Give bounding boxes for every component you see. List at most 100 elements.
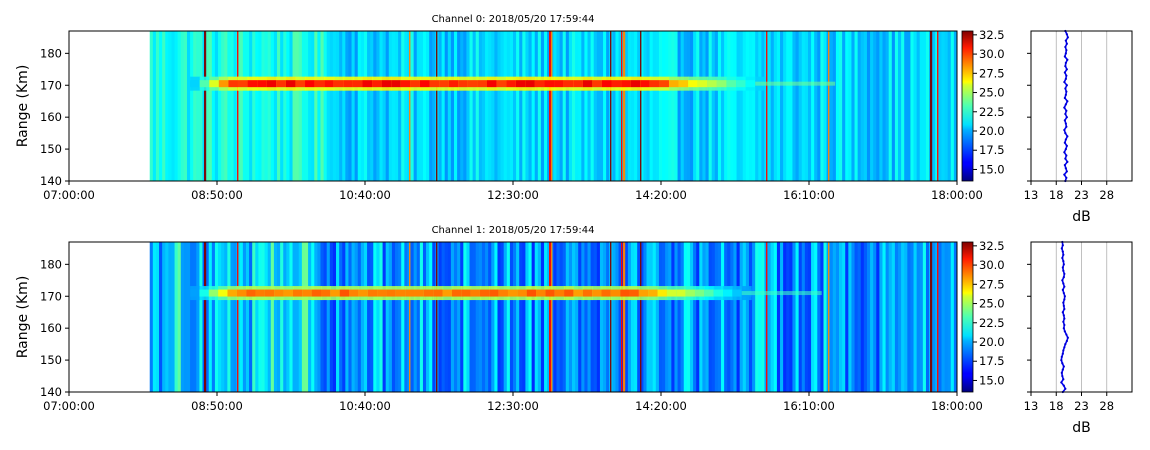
heatmap-column: [811, 31, 815, 181]
heatmap-column: [770, 242, 775, 392]
echo-band-core: [525, 80, 536, 88]
heatmap-column: [773, 31, 778, 181]
heatmap-column: [224, 31, 228, 181]
heatmap-column: [478, 242, 483, 392]
colorbar-tick-label: 17.5: [979, 354, 1005, 368]
heatmap-column: [221, 242, 225, 392]
heatmap-column: [519, 31, 523, 181]
heatmap-column: [584, 31, 589, 181]
heatmap-column: [211, 242, 216, 392]
echo-band-core: [544, 80, 555, 88]
heatmap-column: [336, 31, 340, 181]
heatmap-column: [717, 242, 722, 392]
y-axis-label: Range (Km): [15, 276, 31, 359]
heatmap-column: [373, 242, 377, 392]
profile-point: [1065, 90, 1068, 93]
interference-line: [937, 31, 939, 181]
heatmap-column: [242, 31, 247, 181]
heatmap-column: [149, 242, 154, 392]
interference-line: [237, 31, 239, 181]
heatmap-column: [904, 242, 908, 392]
heatmap-column: [345, 31, 349, 181]
heatmap-column: [882, 242, 887, 392]
heatmap-column: [857, 31, 862, 181]
interference-line: [436, 242, 438, 392]
heatmap-column: [606, 242, 610, 392]
echo-band-core: [218, 80, 230, 88]
heatmap-column: [401, 242, 405, 392]
heatmap-column: [596, 31, 601, 181]
echo-band-core: [362, 80, 373, 88]
heatmap-column: [391, 242, 396, 392]
interference-line: [610, 242, 612, 392]
profile-x-tick-label: 18: [1049, 188, 1064, 202]
heatmap-column: [177, 31, 182, 181]
interference-line: [621, 242, 623, 392]
interference-line: [937, 242, 939, 392]
echo-band-core: [343, 80, 354, 88]
heatmap-column: [593, 242, 598, 392]
heatmap-column: [901, 31, 905, 181]
heatmap-column: [814, 31, 818, 181]
heatmap-column: [326, 31, 331, 181]
profile-point: [1062, 314, 1065, 317]
heatmap-column: [345, 242, 349, 392]
heatmap-column: [938, 242, 942, 392]
profile-point: [1063, 163, 1066, 167]
heatmap-column: [354, 31, 359, 181]
heatmap-column: [789, 31, 793, 181]
heatmap-column: [426, 31, 430, 181]
heatmap-column: [807, 31, 812, 181]
heatmap-column: [283, 31, 287, 181]
heatmap-column: [894, 242, 899, 392]
heatmap-column: [534, 31, 539, 181]
heatmap-column: [637, 31, 641, 181]
profile-point: [1063, 307, 1066, 311]
heatmap-column: [329, 242, 334, 392]
heatmap-column: [925, 242, 930, 392]
heatmap-column: [798, 242, 803, 392]
heatmap-column: [289, 242, 294, 392]
heatmap-column: [677, 242, 682, 392]
heatmap-column: [879, 242, 883, 392]
heatmap-column: [817, 242, 821, 392]
profile-point: [1064, 167, 1067, 170]
echo-band-core: [564, 289, 575, 297]
echo-band-core: [726, 80, 737, 88]
heatmap-column: [444, 242, 449, 392]
heatmap-column: [627, 31, 632, 181]
echo-band-core: [199, 289, 210, 297]
colorbar: [961, 30, 974, 182]
heatmap-column: [804, 31, 809, 181]
heatmap-column: [298, 242, 303, 392]
echo-band-core: [292, 289, 303, 297]
profile-point: [1066, 135, 1069, 138]
echo-band-core: [745, 80, 756, 88]
heatmap-column: [842, 31, 846, 181]
heatmap-column: [652, 31, 657, 181]
heatmap-column: [916, 242, 921, 392]
heatmap-column: [835, 242, 840, 392]
echo-band-core: [694, 289, 705, 297]
heatmap-column: [264, 31, 269, 181]
heatmap-column: [382, 31, 387, 181]
heatmap-column: [646, 31, 651, 181]
panel-title: Channel 1: 2018/05/20 17:59:44: [432, 225, 595, 236]
colorbar-tick-label: 20.0: [979, 124, 1005, 138]
heatmap-column: [485, 31, 489, 181]
echo-band-core: [405, 289, 416, 297]
echo-band-core: [208, 289, 219, 297]
heatmap-column: [761, 31, 765, 181]
heatmap-column: [724, 31, 728, 181]
heatmap-column: [547, 242, 551, 392]
heatmap-column: [292, 242, 297, 392]
heatmap-column: [925, 31, 930, 181]
heatmap-column: [916, 31, 921, 181]
heatmap-column: [941, 31, 946, 181]
echo-band-core: [410, 80, 421, 88]
heatmap-column: [298, 31, 303, 181]
heatmap-column: [385, 242, 390, 392]
heatmap-column: [494, 242, 498, 392]
profile-point: [1063, 285, 1066, 288]
heatmap-column: [786, 242, 790, 392]
